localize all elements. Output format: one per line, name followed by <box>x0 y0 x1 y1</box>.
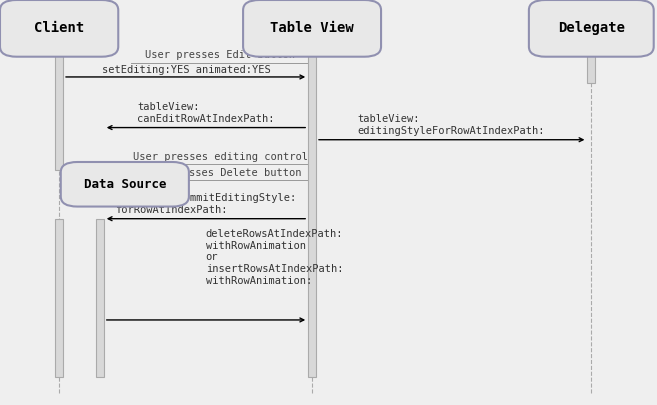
Text: User presses Edit button: User presses Edit button <box>145 50 295 60</box>
Text: User presses editing control: User presses editing control <box>133 152 307 162</box>
Text: User presses Delete button: User presses Delete button <box>139 168 302 178</box>
Text: setEditing:YES animated:YES: setEditing:YES animated:YES <box>102 65 270 75</box>
Text: Data Source: Data Source <box>83 178 166 191</box>
Text: deleteRowsAtIndexPath:
withRowAnimation
or
insertRowsAtIndexPath:
withRowAnimati: deleteRowsAtIndexPath: withRowAnimation … <box>206 229 343 286</box>
Bar <box>587 55 595 83</box>
Bar <box>55 55 63 170</box>
FancyBboxPatch shape <box>529 0 654 57</box>
Text: Delegate: Delegate <box>558 21 625 35</box>
Text: tableView:
canEditRowAtIndexPath:: tableView: canEditRowAtIndexPath: <box>137 102 275 124</box>
Bar <box>55 219 63 377</box>
FancyBboxPatch shape <box>0 0 118 57</box>
Text: tableView:
editingStyleForRowAtIndexPath:: tableView: editingStyleForRowAtIndexPath… <box>357 114 545 136</box>
FancyBboxPatch shape <box>60 162 189 207</box>
Text: tableView:commitEditingStyle:
forRowAtIndexPath:: tableView:commitEditingStyle: forRowAtIn… <box>115 193 296 215</box>
Bar <box>308 55 316 377</box>
FancyBboxPatch shape <box>243 0 381 57</box>
Text: Table View: Table View <box>270 21 354 35</box>
Bar <box>96 219 104 377</box>
Text: Client: Client <box>34 21 84 35</box>
